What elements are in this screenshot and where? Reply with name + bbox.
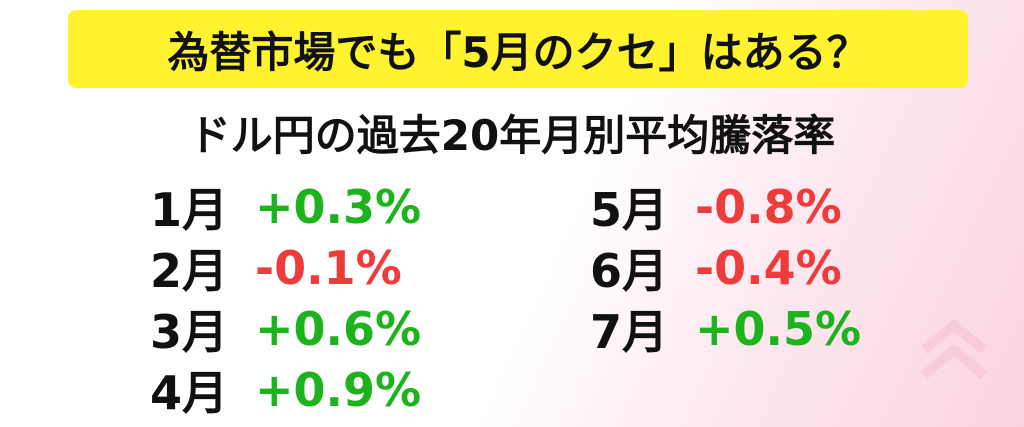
change-value: -0.1% <box>255 241 402 295</box>
month-row: 4月 +0.9% <box>150 360 421 420</box>
month-row: 3月 +0.6% <box>150 299 421 359</box>
change-value: +0.6% <box>255 302 422 356</box>
change-value: +0.9% <box>255 363 422 417</box>
month-label: 3月 <box>150 305 229 359</box>
title-banner: 為替市場でも「5月のクセ」はある？ <box>68 10 968 88</box>
month-label: 5月 <box>590 183 669 237</box>
month-label: 7月 <box>590 305 669 359</box>
decoration <box>920 318 988 379</box>
subtitle: ドル円の過去20年月別平均騰落率 <box>188 111 836 160</box>
month-row: 2月 -0.1% <box>150 238 402 298</box>
month-label: 4月 <box>150 366 229 420</box>
title: 為替市場でも「5月のクセ」はある？ <box>167 27 869 77</box>
month-label: 6月 <box>590 244 669 298</box>
month-row: 6月 -0.4% <box>590 238 842 298</box>
month-label: 2月 <box>150 244 229 298</box>
change-value: +0.3% <box>255 180 422 234</box>
month-row: 7月 +0.5% <box>590 299 861 359</box>
change-value: -0.8% <box>695 180 842 234</box>
change-value: +0.5% <box>695 302 862 356</box>
month-row: 5月 -0.8% <box>590 177 842 237</box>
month-row: 1月 +0.3% <box>150 177 421 237</box>
change-value: -0.4% <box>695 241 842 295</box>
month-label: 1月 <box>150 183 229 237</box>
